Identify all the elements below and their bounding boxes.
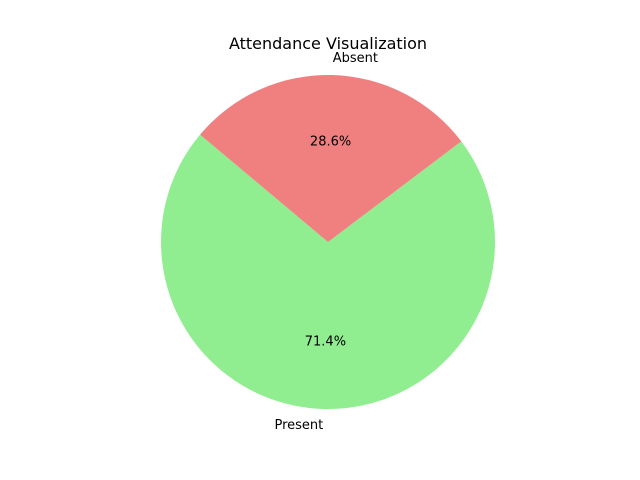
pie-labels: Present 71.4% Absent 28.6%	[274, 51, 378, 433]
slice-label-absent: Absent	[333, 51, 378, 66]
pie-slice-absent	[200, 74, 462, 242]
pie-slices	[160, 74, 495, 409]
slice-label-present: Present	[274, 418, 323, 433]
slice-percent-absent: 28.6%	[310, 134, 351, 149]
pie-slice-present	[160, 134, 495, 409]
slice-percent-present: 71.4%	[305, 335, 346, 350]
chart-title: Attendance Visualization	[229, 34, 427, 53]
